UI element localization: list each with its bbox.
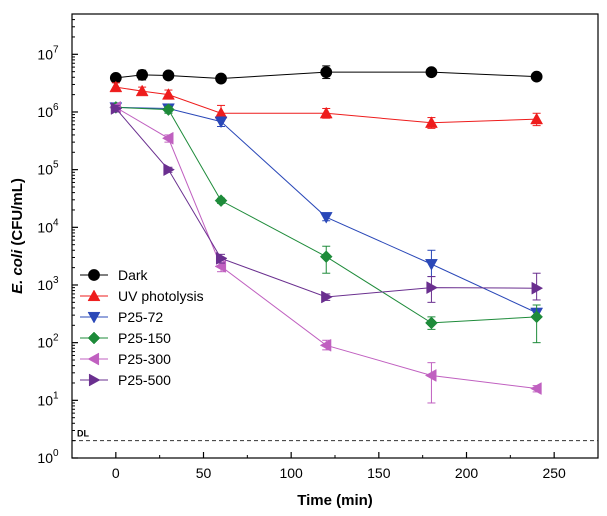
data-point — [425, 316, 438, 330]
y-tick-label: 103 — [37, 275, 59, 293]
data-point — [530, 112, 544, 125]
y-axis-title: E. coli (CFU/mL) — [9, 178, 26, 294]
legend-marker — [88, 373, 101, 387]
data-point — [109, 80, 123, 93]
data-point — [426, 281, 438, 295]
data-point — [530, 70, 543, 83]
data-point — [215, 251, 228, 265]
series-line — [115, 106, 537, 324]
detection-limit-label: DL — [77, 429, 89, 439]
data-point — [162, 88, 175, 100]
y-axis-title-unit: (CFU/mL) — [9, 178, 26, 250]
series-layer — [109, 65, 544, 404]
series-line — [115, 106, 537, 390]
legend-label: P25-500 — [118, 372, 171, 388]
legend-item: P25-500 — [80, 372, 171, 388]
data-point — [320, 66, 333, 79]
x-axis-title: Time (min) — [297, 492, 373, 509]
data-point — [424, 369, 437, 382]
y-tick-label: 105 — [37, 160, 59, 178]
legend-marker — [87, 352, 100, 366]
legend-item: Dark — [80, 267, 149, 283]
legend-label: UV photolysis — [118, 288, 204, 304]
legend-item: P25-150 — [80, 330, 171, 346]
data-point — [319, 212, 333, 224]
x-tick-label: 200 — [455, 465, 479, 481]
data-point — [214, 106, 228, 119]
x-tick-label: 150 — [367, 465, 391, 481]
data-point — [319, 106, 333, 119]
legend-marker — [87, 331, 101, 345]
legend-label: P25-72 — [118, 309, 163, 325]
x-tick-label: 50 — [196, 465, 212, 481]
y-tick-label: 102 — [37, 333, 59, 351]
legend-label: P25-150 — [118, 330, 171, 346]
plot-frame — [71, 13, 599, 459]
axes: 0 50 100 150 200 250 100 101 102 103 104 105 106 107 — [37, 13, 566, 481]
legend-item: P25-300 — [80, 351, 171, 367]
series-line — [115, 106, 537, 314]
legend-marker — [87, 289, 101, 302]
y-tick-label: 104 — [37, 217, 59, 235]
data-point — [214, 116, 228, 129]
data-point — [162, 103, 175, 116]
data-point — [321, 290, 333, 304]
legend-item: UV photolysis — [80, 288, 204, 304]
data-point — [214, 194, 228, 208]
detection-limit: DL — [72, 429, 598, 442]
data-point — [319, 250, 333, 264]
legend-marker — [88, 269, 100, 281]
data-point — [162, 69, 175, 82]
y-tick-label: 100 — [37, 448, 59, 466]
y-tick-label: 106 — [37, 102, 59, 120]
series-5 — [110, 102, 544, 304]
x-tick-label: 0 — [112, 465, 120, 481]
data-point — [161, 131, 174, 145]
data-point — [425, 66, 438, 79]
data-point — [215, 72, 227, 85]
data-point — [135, 84, 149, 97]
data-point — [136, 68, 149, 81]
data-point — [530, 310, 543, 324]
plot-area — [71, 13, 599, 459]
y-tick-label: 107 — [37, 44, 59, 62]
data-point — [530, 382, 542, 395]
series-line — [115, 108, 537, 298]
data-point — [425, 116, 438, 128]
legend-marker — [87, 311, 101, 324]
series-2 — [109, 102, 544, 320]
legend-label: Dark — [118, 267, 149, 283]
legend-item: P25-72 — [80, 309, 163, 325]
data-point — [531, 281, 544, 295]
series-3 — [109, 101, 543, 344]
y-axis-title-organism: E. coli — [9, 249, 26, 294]
legend-label: P25-300 — [118, 351, 171, 367]
data-point — [110, 102, 123, 115]
x-tick-label: 100 — [279, 465, 303, 481]
series-0 — [109, 65, 543, 85]
legend: Dark UV photolysis P25-72 P25-150 P25-300 P25… — [80, 267, 204, 388]
data-point — [319, 338, 332, 352]
data-point — [425, 259, 438, 271]
x-tick-label: 250 — [542, 465, 566, 481]
data-point — [163, 163, 175, 177]
y-tick-label: 101 — [37, 390, 59, 408]
